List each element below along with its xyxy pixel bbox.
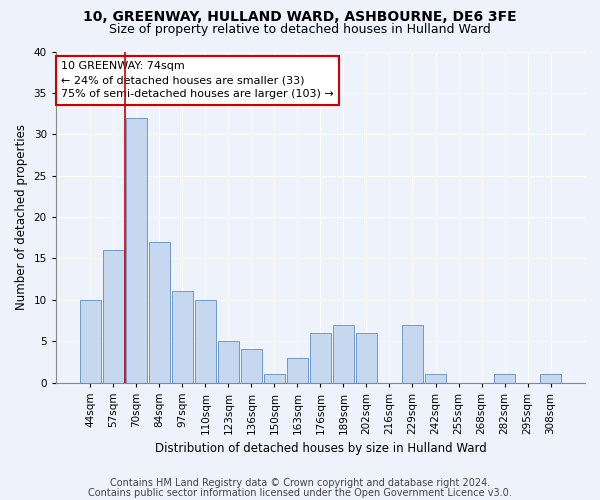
Bar bbox=[218, 341, 239, 382]
Y-axis label: Number of detached properties: Number of detached properties bbox=[15, 124, 28, 310]
Bar bbox=[103, 250, 124, 382]
Bar bbox=[149, 242, 170, 382]
Bar bbox=[356, 333, 377, 382]
Bar bbox=[287, 358, 308, 382]
Bar bbox=[425, 374, 446, 382]
Bar bbox=[540, 374, 561, 382]
Bar bbox=[172, 292, 193, 382]
X-axis label: Distribution of detached houses by size in Hulland Ward: Distribution of detached houses by size … bbox=[155, 442, 486, 455]
Bar bbox=[310, 333, 331, 382]
Bar bbox=[494, 374, 515, 382]
Bar bbox=[241, 350, 262, 382]
Bar bbox=[195, 300, 215, 382]
Text: Contains HM Land Registry data © Crown copyright and database right 2024.: Contains HM Land Registry data © Crown c… bbox=[110, 478, 490, 488]
Bar bbox=[80, 300, 101, 382]
Bar bbox=[264, 374, 285, 382]
Bar bbox=[333, 324, 354, 382]
Bar bbox=[402, 324, 423, 382]
Text: 10, GREENWAY, HULLAND WARD, ASHBOURNE, DE6 3FE: 10, GREENWAY, HULLAND WARD, ASHBOURNE, D… bbox=[83, 10, 517, 24]
Text: 10 GREENWAY: 74sqm
← 24% of detached houses are smaller (33)
75% of semi-detache: 10 GREENWAY: 74sqm ← 24% of detached hou… bbox=[61, 62, 334, 100]
Text: Size of property relative to detached houses in Hulland Ward: Size of property relative to detached ho… bbox=[109, 22, 491, 36]
Text: Contains public sector information licensed under the Open Government Licence v3: Contains public sector information licen… bbox=[88, 488, 512, 498]
Bar bbox=[126, 118, 146, 382]
